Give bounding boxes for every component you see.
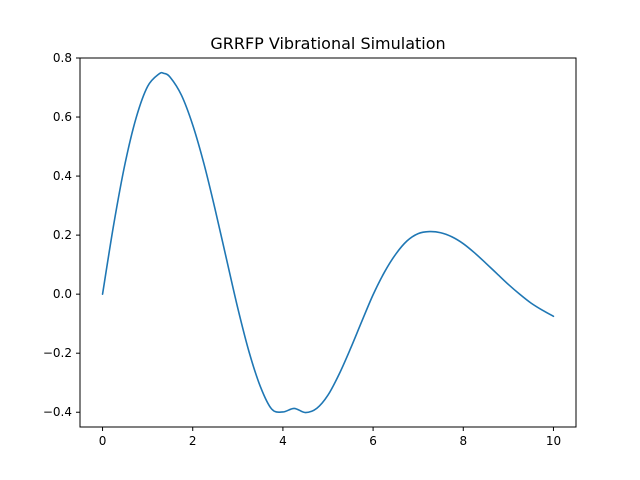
axes-frame (79, 57, 577, 428)
x-tick-label: 0 (99, 434, 107, 448)
x-tick-label: 6 (369, 434, 377, 448)
y-tick-label: −0.2 (43, 346, 72, 360)
y-tick-label: 0.4 (53, 169, 72, 183)
axis-ticks: 0 2 4 6 8 10 −0.4 −0.2 0.0 0.2 0.4 0.6 0.8 (43, 51, 561, 448)
y-tick-label: −0.4 (43, 405, 72, 419)
x-tick-label: 10 (546, 434, 561, 448)
plot-area (101, 71, 555, 414)
x-tick-label: 8 (459, 434, 467, 448)
y-tick-label: 0.6 (53, 110, 72, 124)
y-tick-label: 0.8 (53, 51, 72, 65)
x-tick-label: 2 (189, 434, 197, 448)
x-tick-label: 4 (279, 434, 287, 448)
series-line (101, 71, 555, 414)
y-tick-label: 0.0 (53, 287, 72, 301)
chart-title: GRRFP Vibrational Simulation (210, 34, 445, 53)
y-tick-label: 0.2 (53, 228, 72, 242)
